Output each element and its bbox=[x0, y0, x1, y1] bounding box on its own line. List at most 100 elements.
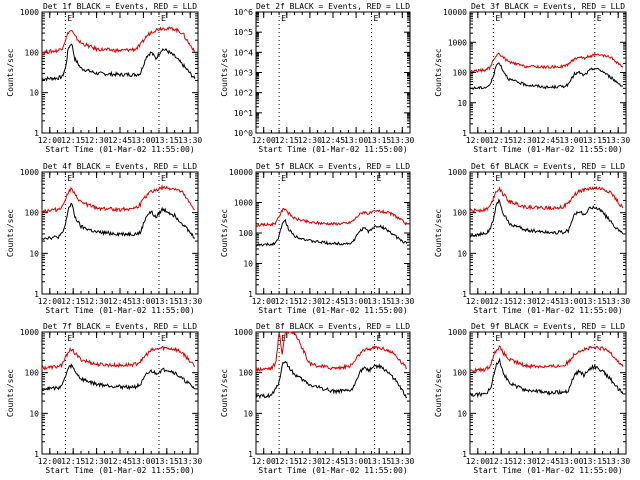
x-tick-label: 12:30 bbox=[298, 136, 322, 145]
y-tick-label: 10^6 bbox=[234, 8, 253, 17]
x-axis-label: Start Time (01-Mar-02 11:55:00) bbox=[473, 145, 622, 154]
x-tick-label: 12:45 bbox=[321, 457, 345, 466]
lld-series-line bbox=[41, 184, 195, 214]
y-tick-label: 100 bbox=[239, 229, 254, 238]
y-tick-label: 10^1 bbox=[234, 109, 253, 118]
panel-det-9: Det 9f BLACK = Events, RED = LLD Counts/s… bbox=[434, 322, 630, 475]
events-series-line bbox=[41, 363, 195, 392]
event-flag: E bbox=[377, 174, 382, 183]
y-tick-label: 1 bbox=[248, 290, 253, 299]
x-tick-label: 13:15 bbox=[155, 457, 179, 466]
y-tick-label: 1 bbox=[462, 450, 467, 459]
y-tick-label: 1 bbox=[34, 129, 39, 138]
events-series-line bbox=[469, 62, 624, 91]
x-tick-label: 13:00 bbox=[344, 457, 368, 466]
event-flag: E bbox=[597, 174, 602, 183]
y-tick-label: 1 bbox=[34, 290, 39, 299]
x-tick-label: 12:00 bbox=[38, 297, 62, 306]
event-flag: E bbox=[281, 334, 286, 343]
x-tick-label: 12:00 bbox=[38, 136, 62, 145]
y-tick-label: 1 bbox=[462, 129, 467, 138]
event-flag: E bbox=[597, 334, 602, 343]
y-tick-label: 10 bbox=[243, 409, 253, 418]
x-tick-label: 13:00 bbox=[131, 136, 155, 145]
x-axis-label: Start Time (01-Mar-02 11:55:00) bbox=[473, 306, 622, 315]
y-tick-label: 100 bbox=[25, 369, 40, 378]
lld-series-line bbox=[41, 345, 196, 371]
x-tick-label: 13:15 bbox=[155, 297, 179, 306]
event-flag: E bbox=[281, 14, 286, 23]
x-axis-label: Start Time (01-Mar-02 11:55:00) bbox=[258, 145, 407, 154]
lld-series-line bbox=[255, 207, 408, 227]
event-flag: E bbox=[374, 14, 379, 23]
x-axis-label: Start Time (01-Mar-02 11:55:00) bbox=[45, 466, 194, 475]
y-axis-label: Counts/sec bbox=[220, 209, 229, 257]
y-tick-label: 10^3 bbox=[234, 69, 253, 78]
panel-title: Det 2f BLACK = Events, RED = LLD bbox=[256, 2, 410, 11]
events-series-line bbox=[41, 43, 196, 82]
x-tick-label: 13:00 bbox=[131, 297, 155, 306]
x-tick-label: 13:30 bbox=[606, 457, 630, 466]
y-tick-label: 1000 bbox=[448, 38, 467, 47]
x-tick-label: 13:15 bbox=[367, 136, 391, 145]
x-tick-label: 13:30 bbox=[390, 457, 414, 466]
x-tick-label: 12:00 bbox=[466, 457, 490, 466]
events-series-line bbox=[255, 218, 408, 247]
y-axis-label: Counts/sec bbox=[434, 369, 443, 417]
x-axis-label: Start Time (01-Mar-02 11:55:00) bbox=[258, 306, 407, 315]
y-axis-label: Counts/sec bbox=[6, 209, 15, 257]
x-tick-label: 12:30 bbox=[298, 297, 322, 306]
panel-title: Det 3f BLACK = Events, RED = LLD bbox=[471, 2, 625, 11]
x-tick-label: 12:00 bbox=[466, 136, 490, 145]
x-tick-label: 12:30 bbox=[85, 457, 109, 466]
y-tick-label: 1000 bbox=[234, 199, 253, 208]
lld-series-line bbox=[469, 52, 624, 74]
y-tick-label: 10 bbox=[29, 249, 39, 258]
x-tick-label: 13:15 bbox=[367, 457, 391, 466]
y-tick-label: 10 bbox=[29, 89, 39, 98]
event-flag: E bbox=[67, 174, 72, 183]
lld-series-line bbox=[41, 25, 196, 56]
y-tick-label: 1 bbox=[462, 290, 467, 299]
y-tick-label: 100 bbox=[453, 369, 468, 378]
x-tick-label: 12:15 bbox=[275, 136, 299, 145]
panel-det-5: Det 5f BLACK = Events, RED = LLD Counts/s… bbox=[220, 162, 415, 315]
x-tick-label: 13:30 bbox=[178, 297, 202, 306]
panel-title: Det 8f BLACK = Events, RED = LLD bbox=[256, 322, 410, 331]
x-tick-label: 13:15 bbox=[155, 136, 179, 145]
x-tick-label: 13:30 bbox=[606, 297, 630, 306]
panel-title: Det 1f BLACK = Events, RED = LLD bbox=[43, 2, 197, 11]
x-tick-label: 12:45 bbox=[108, 297, 132, 306]
x-tick-label: 12:15 bbox=[61, 136, 85, 145]
y-tick-label: 1000 bbox=[448, 328, 467, 337]
y-axis-label: Counts/sec bbox=[220, 369, 229, 417]
y-axis-label: Counts/sec bbox=[6, 48, 15, 96]
x-tick-label: 13:00 bbox=[559, 457, 583, 466]
y-tick-label: 100 bbox=[25, 48, 40, 57]
events-series-line bbox=[255, 360, 408, 400]
x-tick-label: 13:30 bbox=[178, 457, 202, 466]
x-tick-label: 12:15 bbox=[489, 457, 513, 466]
panel-det-2: Det 2f BLACK = Events, RED = LLD Counts/s… bbox=[220, 2, 415, 154]
x-tick-label: 12:00 bbox=[252, 136, 276, 145]
event-flag: E bbox=[67, 14, 72, 23]
y-tick-label: 10000 bbox=[443, 8, 467, 17]
y-tick-label: 100 bbox=[25, 209, 40, 218]
x-axis-label: Start Time (01-Mar-02 11:55:00) bbox=[45, 145, 194, 154]
y-tick-label: 100 bbox=[453, 69, 468, 78]
x-tick-label: 13:00 bbox=[344, 136, 368, 145]
x-tick-label: 12:15 bbox=[489, 297, 513, 306]
event-flag: E bbox=[495, 334, 500, 343]
y-axis-label: Counts/sec bbox=[434, 209, 443, 257]
y-axis-label: Counts/sec bbox=[6, 369, 15, 417]
y-tick-label: 100 bbox=[453, 209, 468, 218]
x-tick-label: 12:00 bbox=[252, 457, 276, 466]
x-tick-label: 13:00 bbox=[131, 457, 155, 466]
x-tick-label: 13:00 bbox=[559, 297, 583, 306]
y-tick-label: 1000 bbox=[20, 8, 39, 17]
x-tick-label: 12:15 bbox=[275, 297, 299, 306]
x-tick-label: 13:30 bbox=[390, 136, 414, 145]
x-tick-label: 12:00 bbox=[466, 297, 490, 306]
